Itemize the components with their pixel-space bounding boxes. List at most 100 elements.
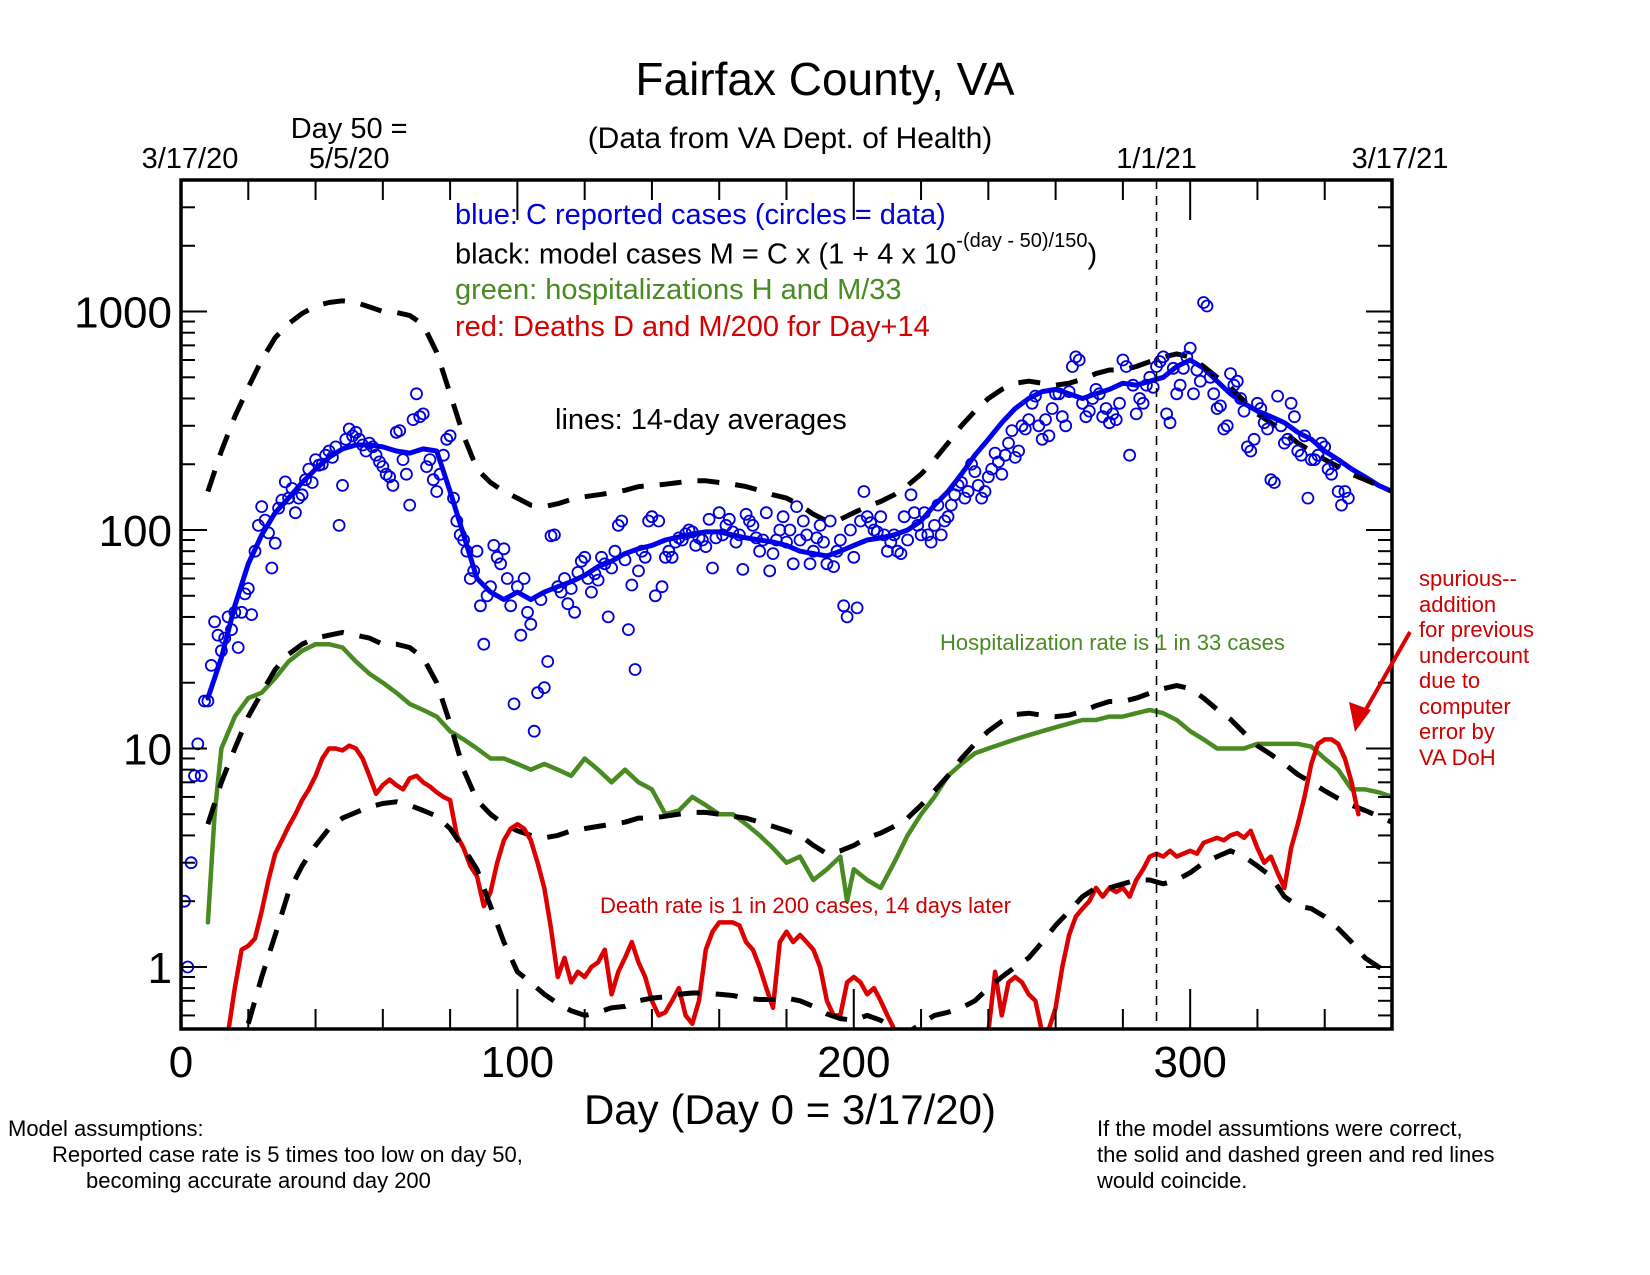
- data-point: [272, 501, 286, 515]
- data-point: [305, 476, 319, 489]
- series-line-2: [205, 298, 1392, 524]
- data-point: [450, 514, 464, 528]
- arrow-shaft: [1359, 631, 1412, 719]
- chart-subtitle: (Data from VA Dept. of Health): [587, 122, 993, 155]
- data-point: [1197, 296, 1210, 309]
- data-point: [1059, 419, 1073, 433]
- data-point: [1082, 404, 1096, 418]
- data-point: [951, 478, 965, 492]
- data-point: [1274, 419, 1288, 433]
- data-point: [1035, 432, 1049, 446]
- data-point: [494, 557, 508, 571]
- data-point: [406, 413, 420, 427]
- data-point: [1214, 399, 1227, 413]
- annotation-spurious-line: addition: [1419, 591, 1497, 617]
- data-point: [817, 535, 830, 549]
- data-point: [463, 572, 477, 585]
- data-point: [608, 544, 622, 558]
- data-point: [1039, 413, 1052, 427]
- note-left-line-3: becoming accurate around day 200: [86, 1168, 431, 1193]
- data-point: [262, 526, 275, 540]
- data-point: [379, 467, 393, 481]
- data-point: [1267, 476, 1281, 489]
- data-point: [796, 514, 810, 528]
- data-point: [571, 566, 585, 579]
- data-point: [500, 572, 514, 585]
- data-point: [349, 425, 363, 439]
- data-point: [874, 510, 888, 524]
- data-point: [904, 488, 918, 502]
- data-point: [1301, 491, 1315, 505]
- annotation-spurious: spurious-- addition for previous undercount…: [1419, 566, 1534, 770]
- y-tick-label: 100: [99, 507, 172, 556]
- data-point: [440, 432, 454, 446]
- data-point: [944, 498, 958, 512]
- data-point: [336, 478, 349, 492]
- data-point: [1012, 444, 1025, 458]
- annotation-spurious-line: for previous: [1419, 617, 1534, 642]
- data-point: [632, 564, 645, 578]
- data-point: [914, 528, 928, 542]
- scatter-layer: [181, 296, 1355, 974]
- data-point: [1029, 389, 1042, 403]
- data-point: [1025, 396, 1039, 410]
- x-axis-label: Day (Day 0 = 3/17/20): [583, 1086, 997, 1133]
- note-right-line-2: the solid and dashed green and red lines: [1097, 1142, 1495, 1167]
- data-point: [1005, 424, 1019, 438]
- data-point: [591, 573, 605, 587]
- data-point: [719, 519, 733, 532]
- data-point: [420, 460, 434, 474]
- data-point: [322, 444, 336, 458]
- data-point: [864, 516, 877, 530]
- data-point: [1187, 387, 1200, 401]
- data-point: [622, 623, 635, 636]
- data-point: [985, 462, 999, 476]
- data-point: [625, 578, 639, 592]
- data-point: [850, 601, 864, 615]
- data-point: [1217, 422, 1231, 436]
- series-line-5: [226, 737, 1361, 1029]
- data-point: [524, 617, 538, 631]
- data-point: [443, 429, 457, 443]
- legend-blue: blue: C reported cases (circles = data): [455, 199, 946, 231]
- data-point: [706, 561, 719, 575]
- data-point: [665, 550, 679, 564]
- data-point: [585, 585, 598, 599]
- data-point: [362, 436, 376, 450]
- data-point: [830, 544, 844, 558]
- series-line-4: [205, 629, 1392, 857]
- top-date-label: 5/5/20: [309, 143, 390, 175]
- data-point: [1230, 374, 1244, 388]
- legend-black-text: black: model cases M = C x (1 + 4 x 10: [455, 238, 957, 271]
- y-tick-label: 1: [148, 944, 172, 993]
- data-point: [484, 580, 497, 594]
- data-point: [376, 460, 390, 474]
- data-point: [931, 498, 945, 512]
- chart-title: Fairfax County, VA: [635, 53, 1015, 105]
- data-point: [225, 623, 238, 636]
- series-layer: [205, 298, 1392, 1029]
- data-point: [844, 523, 857, 537]
- data-point: [265, 561, 279, 575]
- data-point: [1227, 378, 1241, 392]
- data-point: [1177, 361, 1190, 375]
- data-point: [1284, 396, 1298, 410]
- data-point: [857, 485, 871, 498]
- text-layer: 0 100 200 300 1 10 100 1000 3/17/20 Day 50 =5/5/2…: [74, 113, 1448, 1087]
- data-point: [1146, 380, 1160, 394]
- data-point: [655, 580, 669, 594]
- annotation-spurious-line: undercount: [1419, 642, 1530, 668]
- data-point: [329, 440, 343, 454]
- data-point: [1002, 436, 1015, 450]
- data-point: [521, 605, 534, 619]
- data-point: [776, 510, 790, 524]
- data-point: [218, 631, 232, 645]
- data-point: [430, 485, 444, 498]
- data-point: [214, 644, 228, 658]
- data-point: [763, 564, 777, 578]
- data-point: [1203, 370, 1217, 384]
- top-date-label: 3/17/20: [142, 143, 239, 175]
- data-point: [786, 557, 800, 571]
- y-tick-label: 10: [123, 725, 172, 774]
- annotation-spurious-line: VA DoH: [1419, 744, 1496, 770]
